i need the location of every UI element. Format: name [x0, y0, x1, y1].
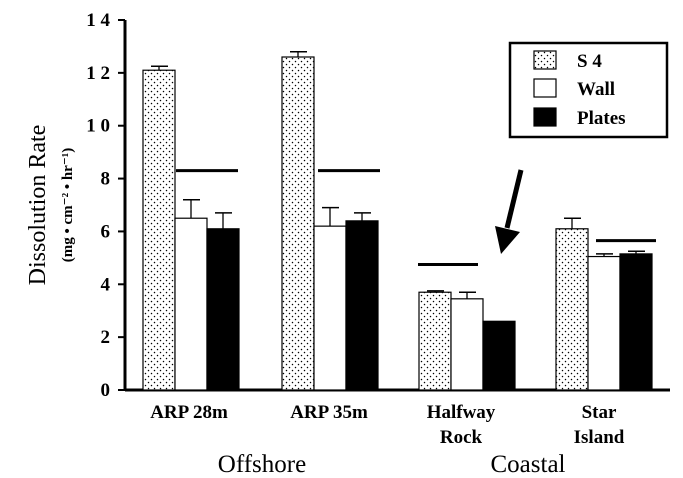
bar	[142, 69, 176, 391]
bar	[313, 225, 347, 391]
legend: S 4 Wall Plates	[508, 41, 669, 139]
category-label: ARP 35m	[290, 402, 368, 423]
category-label: Island	[574, 427, 625, 448]
significance-lines	[176, 169, 656, 266]
y-ticks: 0 2 4 6 8 1 0 1 2 1 4	[86, 10, 125, 401]
bar	[174, 217, 208, 391]
y-tick-label: 8	[101, 169, 111, 190]
bar	[281, 56, 315, 391]
legend-swatch-plates	[533, 107, 557, 127]
category-label: ARP 28m	[150, 402, 228, 423]
y-tick-label: 1 4	[86, 10, 110, 31]
legend-label-wall: Wall	[577, 79, 615, 100]
category-labels: ARP 28m ARP 35m Halfway Rock Star Island	[150, 402, 625, 448]
y-tick-label: 1 0	[86, 116, 110, 137]
legend-swatch-wall	[533, 78, 557, 98]
y-axis-units: (mg • cm⁻² • hr⁻¹)	[60, 148, 76, 262]
legend-swatch-s4	[533, 50, 557, 70]
y-axis-label: Dissolution Rate	[25, 125, 51, 286]
y-tick-label: 6	[101, 221, 111, 242]
bar	[587, 255, 621, 391]
bar	[450, 298, 484, 391]
bar	[345, 220, 379, 391]
group-label-coastal: Coastal	[491, 451, 566, 478]
y-tick-label: 2	[101, 327, 111, 348]
bar	[206, 228, 240, 391]
bars	[142, 50, 653, 391]
y-tick-label: 1 2	[86, 63, 110, 84]
bar	[619, 253, 653, 391]
category-label: Halfway	[427, 402, 496, 423]
bar	[555, 228, 589, 391]
bar	[418, 291, 452, 391]
y-tick-label: 4	[101, 274, 111, 295]
group-label-offshore: Offshore	[218, 451, 306, 478]
arrow-annotation	[495, 169, 524, 254]
legend-label-plates: Plates	[577, 108, 626, 129]
category-label: Star	[582, 402, 617, 423]
y-tick-label: 0	[101, 380, 111, 401]
bar	[482, 320, 516, 391]
category-label: Rock	[440, 427, 483, 448]
legend-label-s4: S 4	[577, 51, 602, 72]
